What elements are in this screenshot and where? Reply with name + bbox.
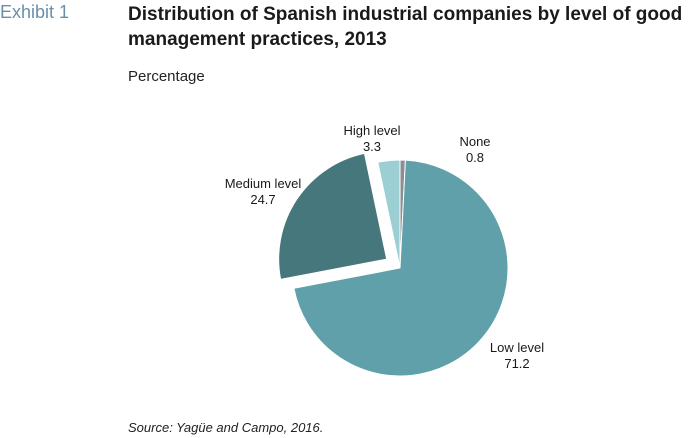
slice-label-medium-name: Medium level [225,176,302,191]
pie-slice-high-level [377,159,401,269]
pie-slice-low-level [293,159,509,377]
chart-title: Distribution of Spanish industrial compa… [128,4,683,50]
pie-slice-medium-level [278,152,388,280]
exhibit-label: Exhibit 1 [0,2,70,22]
slice-label-none-value: 0.8 [466,150,484,165]
slice-label-medium-value: 24.7 [250,192,275,207]
slice-label-high-name: High level [343,123,400,138]
pie-labels: None 0.8 Low level 71.2 Medium level 24.… [225,123,545,371]
pie-slices [278,152,509,377]
slice-label-low-name: Low level [490,340,544,355]
slice-label-low-value: 71.2 [504,356,529,371]
chart-source: Source: Yagüe and Campo, 2016. [128,420,324,435]
chart-subtitle: Percentage [128,68,205,85]
slice-label-high-value: 3.3 [363,139,381,154]
slice-label-none-name: None [459,134,490,149]
